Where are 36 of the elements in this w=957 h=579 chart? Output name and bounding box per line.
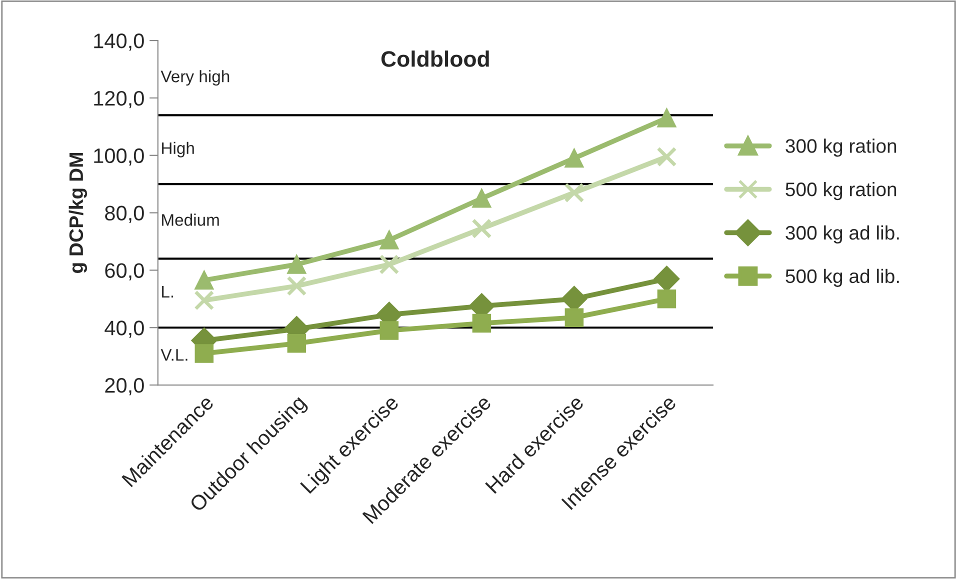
point <box>657 290 676 308</box>
point <box>287 334 306 353</box>
y-tick-label: 80,0 <box>105 206 144 223</box>
point <box>194 344 214 363</box>
chart-title: Coldblood <box>381 50 489 67</box>
legend-label: 500 kg ration <box>786 182 896 200</box>
point <box>379 254 400 275</box>
point <box>194 290 214 310</box>
point <box>472 189 492 208</box>
annotation: Medium <box>162 214 219 226</box>
y-tick-label: 60,0 <box>105 263 144 280</box>
y-tick-label: 20,0 <box>105 378 144 396</box>
point <box>286 276 307 296</box>
point <box>380 321 399 340</box>
y-axis-title: g DCP/kg DM <box>68 153 88 274</box>
y-tick-label: 40,0 <box>104 320 144 338</box>
legend-label: 300 kg ad lib. <box>786 225 899 244</box>
point <box>380 230 399 250</box>
annotation: L. <box>162 286 174 298</box>
y-tick-label: 120,0 <box>94 90 144 108</box>
point <box>564 182 584 203</box>
annotation: Very high <box>160 70 230 86</box>
point <box>564 308 584 327</box>
y-tick-label: 100,0 <box>94 148 144 166</box>
y-tick-label: 140,0 <box>94 34 144 51</box>
annotation: V.L. <box>160 349 188 361</box>
point <box>287 255 306 274</box>
point <box>564 148 584 168</box>
legend-label: 500 kg ad lib. <box>786 268 899 287</box>
legend-label: 300 kg ration <box>786 138 896 157</box>
point <box>472 218 492 239</box>
point <box>472 314 492 333</box>
point <box>194 270 214 290</box>
point <box>656 146 677 167</box>
annotation: High <box>162 142 194 158</box>
point <box>657 108 676 128</box>
